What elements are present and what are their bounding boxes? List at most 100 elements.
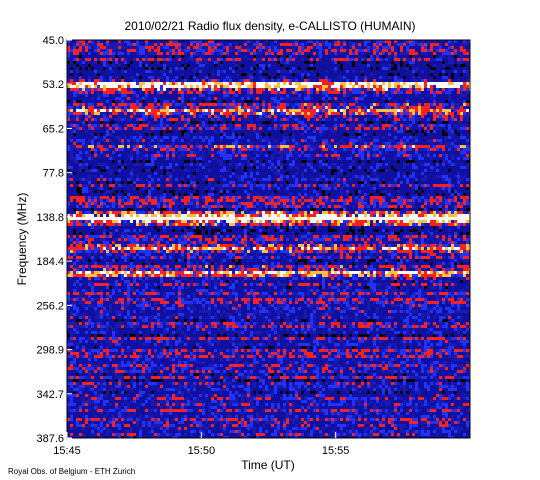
spectrogram-cell [79, 130, 82, 133]
spectrogram-cell [91, 112, 94, 115]
spectrogram-cell [262, 49, 265, 52]
spectrogram-cell [100, 85, 103, 88]
spectrogram-cell [322, 76, 325, 79]
spectrogram-cell [238, 73, 241, 76]
spectrogram-cell [430, 103, 433, 106]
spectrogram-cell [295, 58, 298, 61]
spectrogram-cell [289, 157, 292, 160]
spectrogram-cell [460, 166, 463, 169]
spectrogram-cell [292, 163, 295, 166]
spectrogram-cell [157, 103, 160, 106]
spectrogram-cell [193, 76, 196, 79]
spectrogram-cell [103, 172, 106, 175]
spectrogram-cell [226, 127, 229, 130]
spectrogram-cell [367, 160, 370, 163]
spectrogram-cell [178, 82, 181, 85]
spectrogram-cell [361, 106, 364, 109]
spectrogram-cell [196, 58, 199, 61]
spectrogram-cell [208, 133, 211, 136]
spectrogram-cell [361, 64, 364, 67]
spectrogram-cell [277, 100, 280, 103]
spectrogram-cell [391, 109, 394, 112]
spectrogram-cell [187, 61, 190, 64]
spectrogram-cell [271, 139, 274, 142]
spectrogram-cell [331, 52, 334, 55]
spectrogram-cell [151, 154, 154, 157]
spectrogram-cell [334, 154, 337, 157]
spectrogram-cell [391, 58, 394, 61]
spectrogram-cell [361, 97, 364, 100]
spectrogram-cell [91, 103, 94, 106]
spectrogram-cell [88, 136, 91, 139]
spectrogram-cell [214, 160, 217, 163]
spectrogram-cell [103, 115, 106, 118]
spectrogram-cell [238, 160, 241, 163]
spectrogram-cell [352, 85, 355, 88]
spectrogram-cell [241, 121, 244, 124]
spectrogram-cell [376, 64, 379, 67]
spectrogram-cell [373, 97, 376, 100]
spectrogram-cell [274, 160, 277, 163]
spectrogram-cell [394, 88, 397, 91]
spectrogram-cell [325, 169, 328, 172]
spectrogram-cell [259, 94, 262, 97]
spectrogram-cell [76, 82, 79, 85]
spectrogram-cell [460, 52, 463, 55]
spectrogram-cell [304, 133, 307, 136]
spectrogram-cell [352, 112, 355, 115]
spectrogram-cell [214, 166, 217, 169]
spectrogram-cell [205, 79, 208, 82]
spectrogram-cell [148, 64, 151, 67]
spectrogram-cell [430, 85, 433, 88]
spectrogram-cell [451, 94, 454, 97]
spectrogram-cell [271, 118, 274, 121]
spectrogram-cell [148, 61, 151, 64]
spectrogram-cell [199, 115, 202, 118]
spectrogram-cell [256, 115, 259, 118]
spectrogram-cell [178, 169, 181, 172]
spectrogram-cell [430, 61, 433, 64]
spectrogram-cell [439, 169, 442, 172]
spectrogram-cell [463, 136, 466, 139]
spectrogram-cell [331, 142, 334, 145]
spectrogram-cell [289, 49, 292, 52]
spectrogram-cell [139, 55, 142, 58]
spectrogram-cell [94, 136, 97, 139]
spectrogram-cell [325, 160, 328, 163]
spectrogram-cell [130, 43, 133, 46]
spectrogram-cell [358, 148, 361, 151]
spectrogram-cell [163, 115, 166, 118]
spectrogram-cell [427, 76, 430, 79]
spectrogram-cell [244, 79, 247, 82]
spectrogram-cell [295, 61, 298, 64]
spectrogram-cell [328, 121, 331, 124]
spectrogram-cell [190, 64, 193, 67]
spectrogram-cell [217, 118, 220, 121]
spectrogram-cell [346, 100, 349, 103]
spectrogram-cell [211, 118, 214, 121]
spectrogram-cell [403, 70, 406, 73]
spectrogram-cell [439, 154, 442, 157]
spectrogram-cell [154, 106, 157, 109]
spectrogram-cell [154, 139, 157, 142]
spectrogram-cell [103, 100, 106, 103]
spectrogram-cell [265, 70, 268, 73]
spectrogram-cell [121, 94, 124, 97]
spectrogram-cell [364, 136, 367, 139]
spectrogram-cell [289, 64, 292, 67]
spectrogram-cell [451, 124, 454, 127]
spectrogram-cell [295, 43, 298, 46]
spectrogram-cell [328, 67, 331, 70]
spectrogram-cell [436, 58, 439, 61]
spectrogram-cell [466, 58, 469, 61]
spectrogram-cell [241, 118, 244, 121]
spectrogram-cell [160, 127, 163, 130]
spectrogram-cell [310, 151, 313, 154]
spectrogram-cell [160, 40, 163, 43]
spectrogram-cell [223, 49, 226, 52]
spectrogram-cell [403, 130, 406, 133]
spectrogram-cell [163, 139, 166, 142]
spectrogram-cell [319, 64, 322, 67]
spectrogram-cell [385, 103, 388, 106]
spectrogram-cell [145, 136, 148, 139]
